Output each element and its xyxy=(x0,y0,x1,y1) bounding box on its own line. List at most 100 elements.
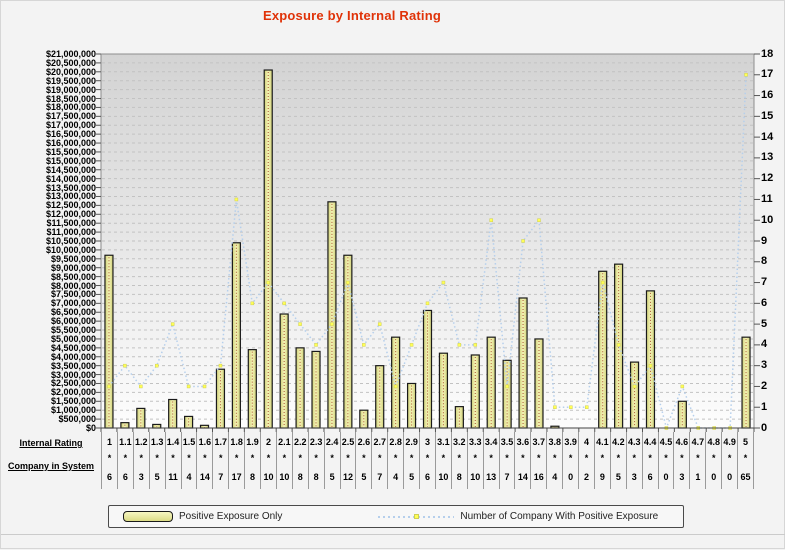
line-marker xyxy=(218,363,223,368)
line-marker xyxy=(107,384,111,389)
rating-label: 3.4 xyxy=(484,432,500,451)
flag-cell: * xyxy=(213,451,230,467)
y-axis-right-label: 0 xyxy=(761,421,768,434)
chart-title: Exposure by Internal Rating xyxy=(262,8,442,23)
y-axis-left-label: $4,500,000 xyxy=(50,342,96,353)
rating-label: 2.3 xyxy=(309,432,325,451)
rating-label: 2.8 xyxy=(388,432,405,451)
line-marker xyxy=(600,280,605,285)
y-axis-left-label: $8,000,000 xyxy=(50,280,96,291)
flag-cell: * xyxy=(166,451,182,467)
legend-line-label: Number of Company With Positive Exposure xyxy=(460,511,659,522)
rating-label: 4.6 xyxy=(674,432,691,451)
flag-cell: * xyxy=(261,451,277,467)
flag-cell: * xyxy=(436,451,452,467)
company-count: 13 xyxy=(484,467,500,489)
y-axis-right-label: 7 xyxy=(761,276,768,289)
flag-cell: * xyxy=(738,451,754,467)
company-count: 4 xyxy=(388,467,405,489)
line-marker xyxy=(346,280,350,285)
company-count: 5 xyxy=(356,467,373,489)
flag-cell: * xyxy=(643,451,659,467)
flag-cell: * xyxy=(404,451,421,467)
company-count: 16 xyxy=(531,467,548,489)
rating-label: 1.6 xyxy=(197,432,214,451)
y-axis-left-label: $19,500,000 xyxy=(45,75,96,86)
company-count: 11 xyxy=(166,467,182,489)
line-marker xyxy=(250,301,255,306)
y-axis-left-label: $17,000,000 xyxy=(45,120,96,131)
line-marker xyxy=(330,322,334,326)
flag-cell: * xyxy=(420,451,436,467)
y-axis-right-label: 4 xyxy=(761,338,768,351)
y-axis-right-label: 11 xyxy=(761,192,773,205)
y-axis-left-label: $11,500,000 xyxy=(46,218,96,229)
y-axis-right-label: 18 xyxy=(761,47,774,60)
company-count: 6 xyxy=(420,467,436,489)
line-marker xyxy=(680,384,685,389)
rating-label: 4.3 xyxy=(627,432,643,451)
y-axis-left-label: $15,000,000 xyxy=(45,155,96,166)
rating-label: 1.1 xyxy=(118,432,134,451)
rating-label: 4.7 xyxy=(690,432,707,451)
flag-cell: * xyxy=(722,451,739,467)
rating-label: 1.2 xyxy=(134,432,150,451)
y-axis-right-label: 9 xyxy=(761,234,768,247)
y-axis-left-label: $9,000,000 xyxy=(50,262,96,273)
y-axis-left-label: $18,500,000 xyxy=(45,93,96,104)
flag-cell: * xyxy=(356,451,373,467)
company-count: 5 xyxy=(325,467,341,489)
bottom-divider xyxy=(1,534,785,535)
company-count: 8 xyxy=(293,467,309,489)
line-marker xyxy=(123,363,127,368)
y-axis-right-label: 8 xyxy=(761,255,768,268)
flag-cell: * xyxy=(325,451,341,467)
line-marker xyxy=(234,197,239,202)
rating-label: 5 xyxy=(738,432,754,451)
flag-cell: * xyxy=(690,451,707,467)
legend-line-swatch-icon xyxy=(378,513,455,519)
legend-bar-swatch-icon xyxy=(123,511,173,522)
y-axis-left-label: $14,500,000 xyxy=(45,164,96,175)
flag-cell: * xyxy=(309,451,325,467)
line-marker xyxy=(139,384,143,389)
line-marker xyxy=(441,280,446,285)
line-marker xyxy=(314,343,318,347)
company-count: 0 xyxy=(563,467,580,489)
y-axis-left-label: $12,000,000 xyxy=(45,209,96,220)
flag-cell: * xyxy=(627,451,643,467)
rating-label: 4.5 xyxy=(659,432,675,451)
company-count: 14 xyxy=(197,467,214,489)
legend-entry-bar: Positive Exposure Only xyxy=(109,511,282,522)
internal-rating-header[interactable]: Internal Rating xyxy=(19,438,83,448)
company-count: 5 xyxy=(404,467,421,489)
y-axis-left-label: $19,000,000 xyxy=(45,84,96,95)
rating-label: 4.2 xyxy=(611,432,627,451)
company-count: 8 xyxy=(245,467,262,489)
flag-cell: * xyxy=(659,451,675,467)
exposure-bar xyxy=(677,400,687,429)
rating-label: 4.1 xyxy=(595,432,611,451)
line-marker xyxy=(744,73,748,77)
line-marker xyxy=(186,384,191,389)
rating-label: 1.9 xyxy=(245,432,262,451)
x-axis-table: 1 1.1 1.2 1.3 1.4 1.5 1.6 1.7 1.8 1.9 2 2.1 2.2 2.3 2.… xyxy=(101,432,754,489)
company-in-system-header[interactable]: Company in System xyxy=(7,461,95,471)
flag-cell: * xyxy=(674,451,691,467)
y-axis-right-label: 2 xyxy=(761,379,768,392)
flag-cell: * xyxy=(102,451,118,467)
y-axis-left-label: $5,500,000 xyxy=(50,325,96,336)
y-axis-right-label: 1 xyxy=(761,400,768,413)
y-axis-right-label: 12 xyxy=(761,172,774,185)
rating-label: 4.8 xyxy=(706,432,723,451)
flag-cell: * xyxy=(452,451,468,467)
rating-label: 1.8 xyxy=(229,432,246,451)
y-axis-left-label: $11,000,000 xyxy=(46,227,96,238)
rating-label: 2.2 xyxy=(293,432,309,451)
y-axis-right-label: 13 xyxy=(761,151,774,164)
line-marker xyxy=(473,343,478,347)
flag-cell: * xyxy=(484,451,500,467)
company-count: 12 xyxy=(341,467,357,489)
flag-cell: * xyxy=(468,451,484,467)
rating-label: 1.4 xyxy=(166,432,182,451)
